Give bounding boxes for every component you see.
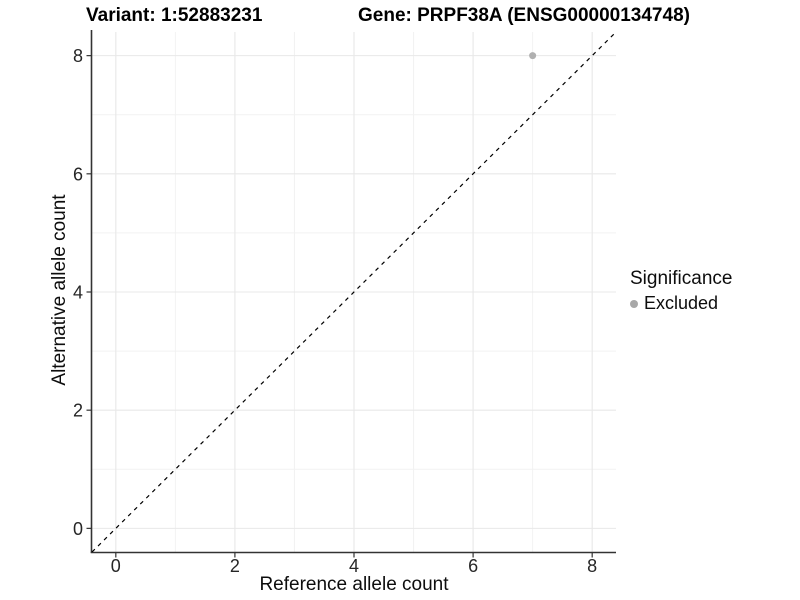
x-tick-label: 2 [230, 556, 240, 576]
y-tick-label: 8 [73, 46, 83, 66]
x-tick-label: 4 [349, 556, 359, 576]
y-axis-title: Alternative allele count [49, 194, 70, 386]
legend-item-excluded: Excluded [630, 293, 732, 314]
x-tick-label: 6 [468, 556, 478, 576]
legend: Significance Excluded [630, 268, 732, 314]
x-axis-title: Reference allele count [259, 574, 449, 595]
y-tick-label: 0 [73, 519, 83, 539]
excluded-point-icon [630, 299, 638, 308]
identity-line [91, 31, 617, 553]
y-tick-label: 6 [73, 164, 83, 184]
y-tick-label: 2 [73, 401, 83, 421]
legend-item-label: Excluded [644, 293, 719, 313]
variant-title: Variant: 1:52883231 [86, 5, 263, 26]
x-tick-label: 0 [111, 556, 121, 576]
legend-title: Significance [630, 268, 733, 289]
x-tick-label: 8 [587, 556, 597, 576]
data-point [529, 52, 537, 60]
y-tick-label: 4 [73, 283, 83, 303]
gene-title: Gene: PRPF38A (ENSG00000134748) [358, 5, 690, 26]
